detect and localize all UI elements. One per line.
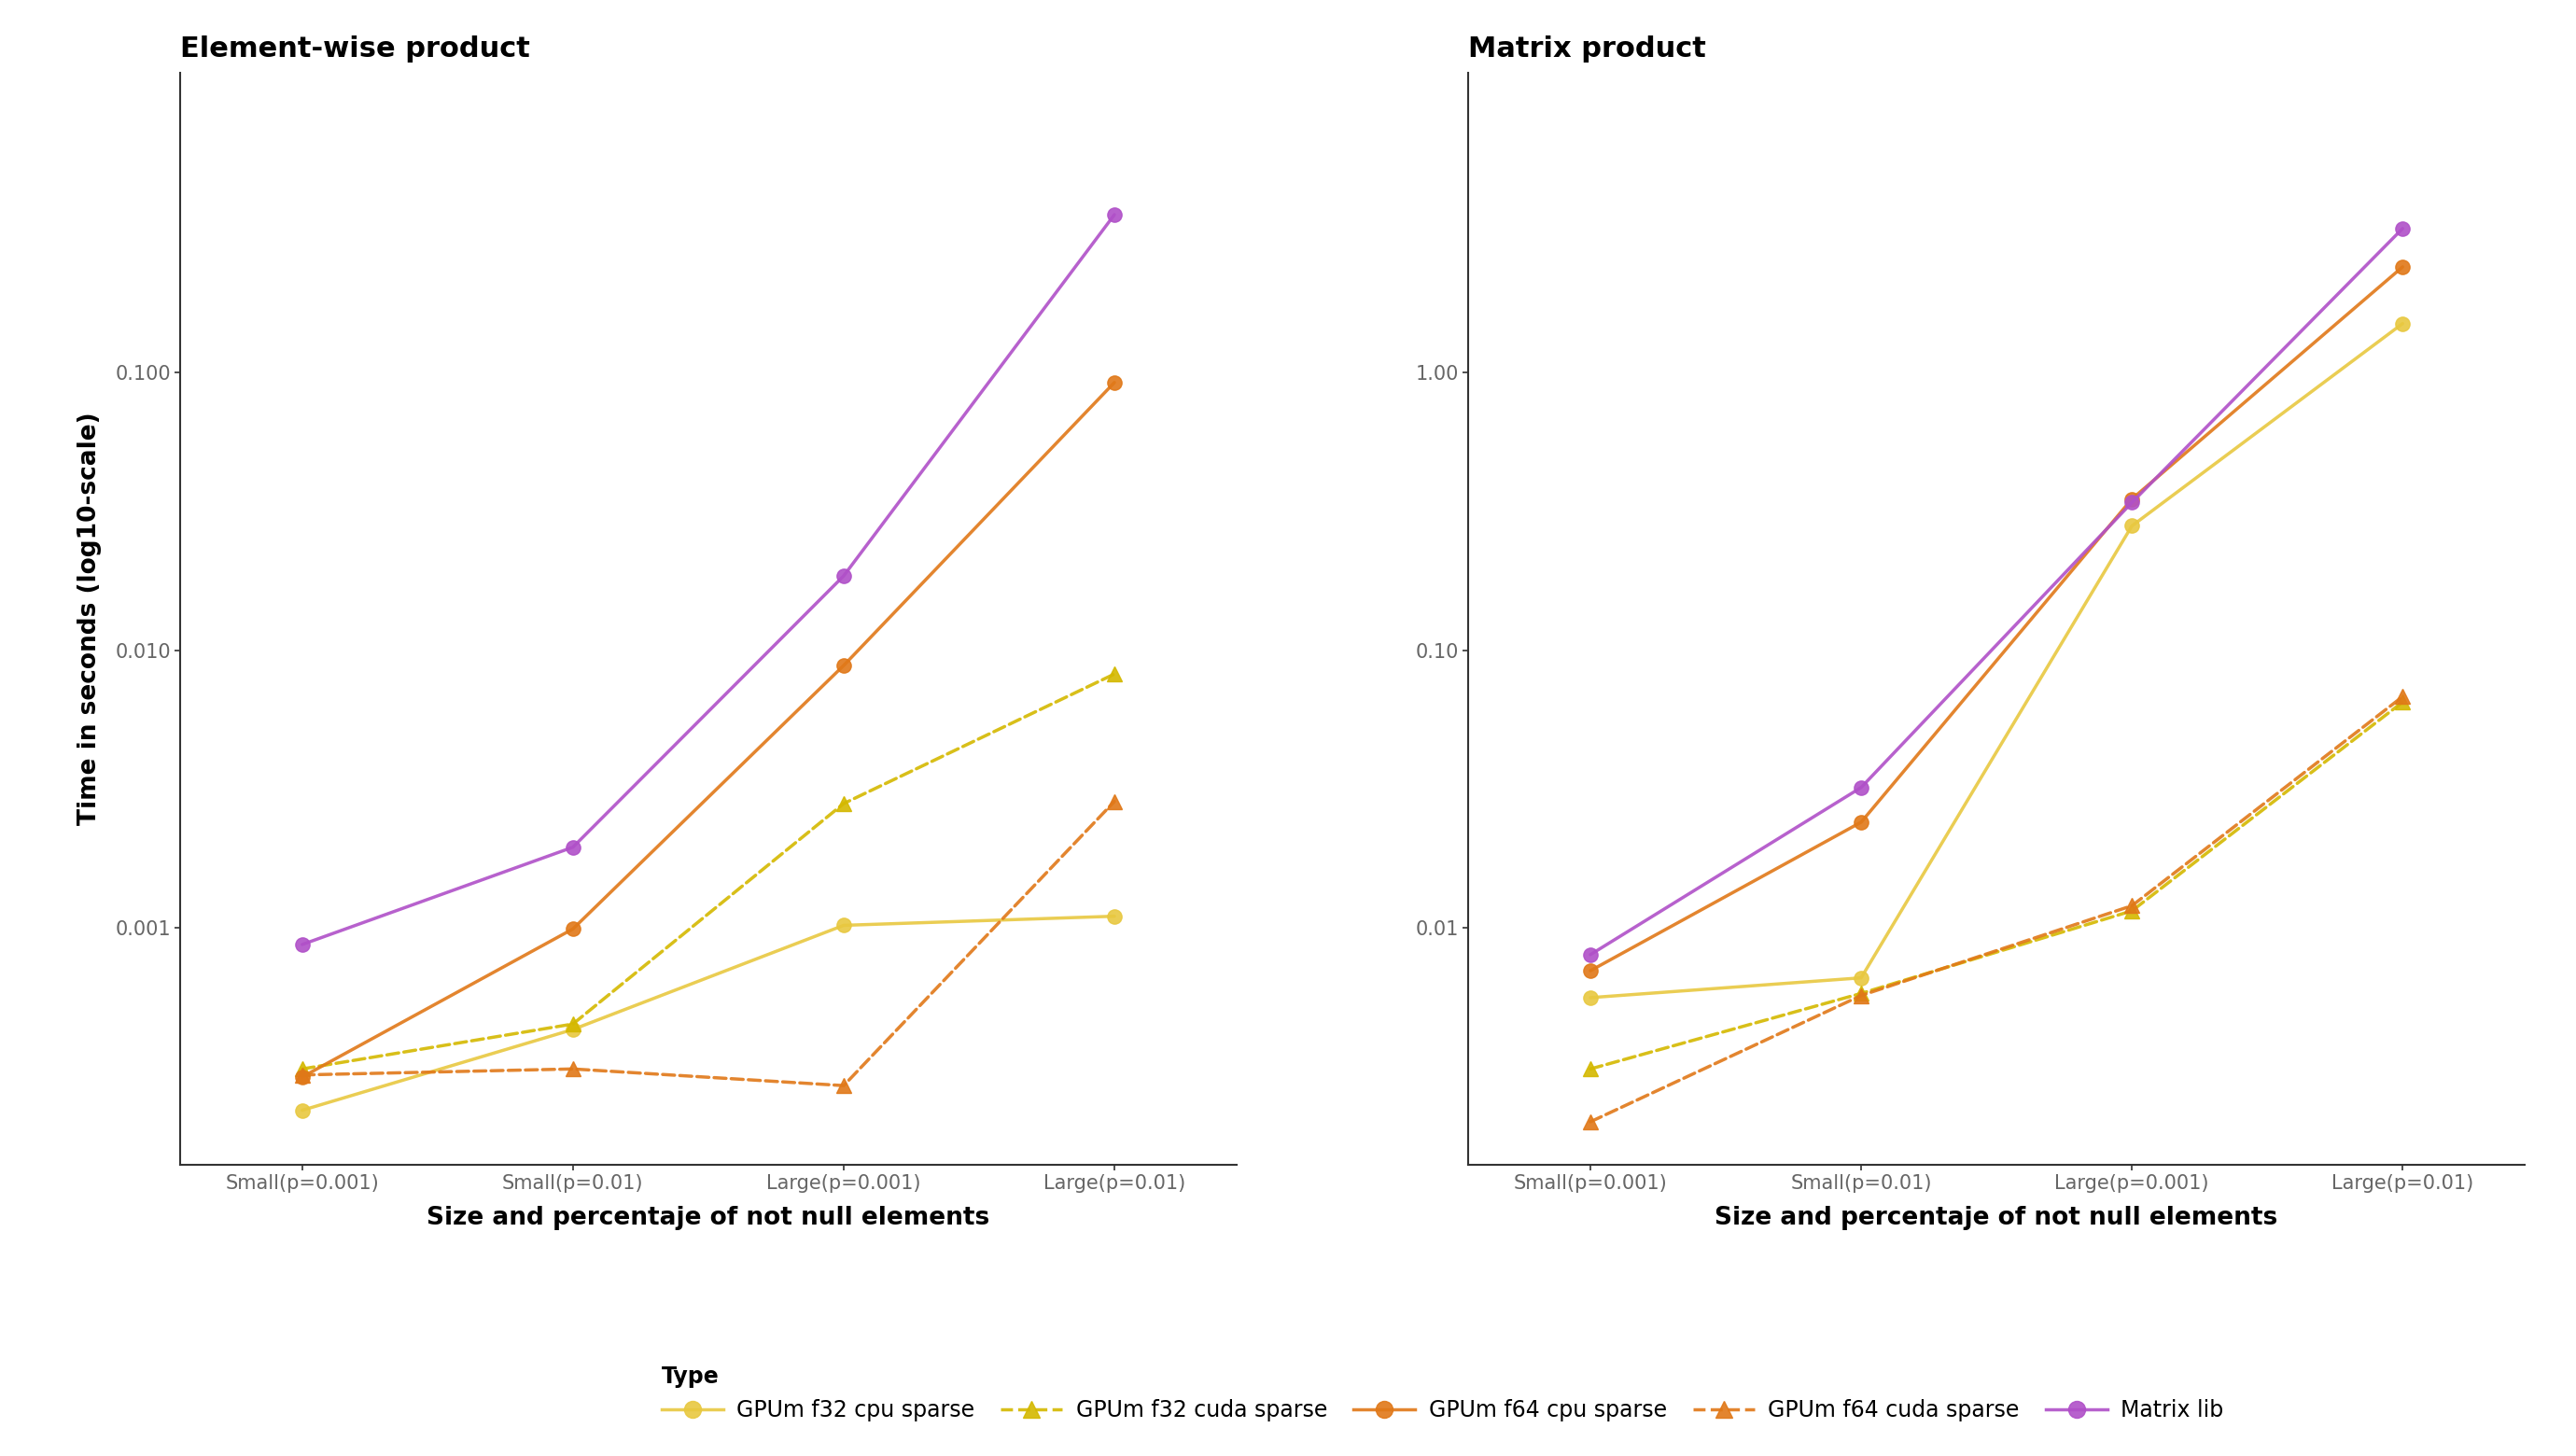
X-axis label: Size and percentaje of not null elements: Size and percentaje of not null elements [428, 1206, 989, 1230]
Legend: GPUm f32 cpu sparse, GPUm f32 cuda sparse, GPUm f64 cpu sparse, GPUm f64 cuda sp: GPUm f32 cpu sparse, GPUm f32 cuda spars… [652, 1357, 2233, 1430]
Y-axis label: Time in seconds (log10-scale): Time in seconds (log10-scale) [77, 412, 103, 826]
X-axis label: Size and percentaje of not null elements: Size and percentaje of not null elements [1716, 1206, 2277, 1230]
Text: Matrix product: Matrix product [1468, 36, 1705, 63]
Text: Element-wise product: Element-wise product [180, 36, 531, 63]
